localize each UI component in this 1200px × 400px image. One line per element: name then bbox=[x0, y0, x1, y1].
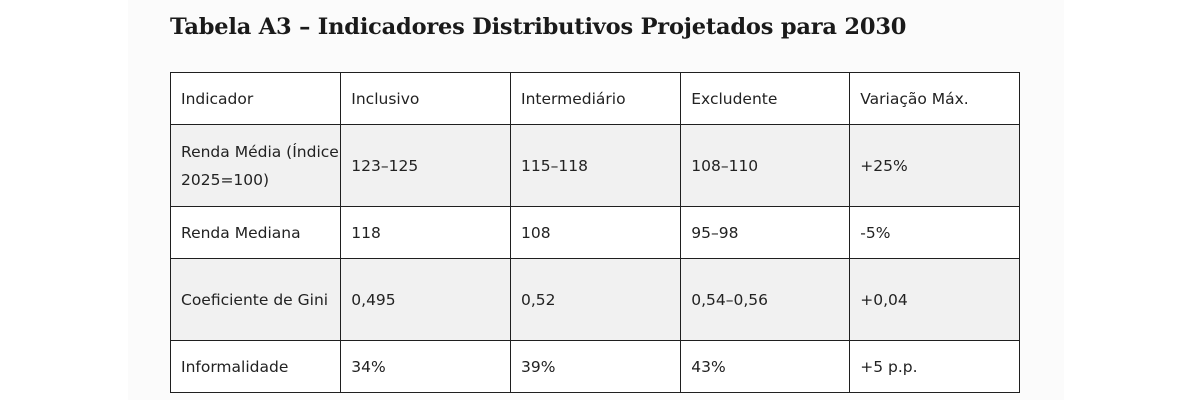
table-row: Renda Média (Índice 2025=100) 123–125 11… bbox=[169, 124, 1020, 207]
row-label-cell: Coeficiente de Gini bbox=[169, 258, 342, 341]
header-cell: Variação Máx. bbox=[849, 72, 1020, 125]
table-cell: 123–125 bbox=[340, 124, 512, 207]
table-cell: +5 p.p. bbox=[849, 340, 1020, 393]
header-cell: Indicador bbox=[169, 72, 342, 125]
indicators-table: Indicador Inclusivo Intermediário Exclud… bbox=[169, 72, 1020, 393]
header-cell: Excludente bbox=[680, 72, 851, 125]
row-label-cell: Renda Média (Índice 2025=100) bbox=[169, 124, 342, 207]
row-label-cell: Informalidade bbox=[169, 340, 342, 393]
table-cell: 43% bbox=[680, 340, 851, 393]
table-header-row: Indicador Inclusivo Intermediário Exclud… bbox=[169, 72, 1020, 125]
table-cell: 95–98 bbox=[680, 206, 851, 259]
table-cell: 0,495 bbox=[340, 258, 512, 341]
table-row: Renda Mediana 118 108 95–98 -5% bbox=[169, 206, 1020, 259]
table-cell: -5% bbox=[849, 206, 1020, 259]
table-cell: 34% bbox=[340, 340, 512, 393]
table-cell: 0,52 bbox=[510, 258, 682, 341]
table-cell: 0,54–0,56 bbox=[680, 258, 851, 341]
table-cell: 108–110 bbox=[680, 124, 851, 207]
header-cell: Intermediário bbox=[510, 72, 682, 125]
table-cell: +0,04 bbox=[849, 258, 1020, 341]
table-cell: 115–118 bbox=[510, 124, 682, 207]
table-cell: 39% bbox=[510, 340, 682, 393]
table-title: Tabela A3 – Indicadores Distributivos Pr… bbox=[170, 14, 907, 40]
table-cell: 108 bbox=[510, 206, 682, 259]
table-cell: 118 bbox=[340, 206, 512, 259]
table-cell: +25% bbox=[849, 124, 1020, 207]
table-row: Informalidade 34% 39% 43% +5 p.p. bbox=[169, 340, 1020, 393]
row-label-cell: Renda Mediana bbox=[169, 206, 342, 259]
header-cell: Inclusivo bbox=[340, 72, 512, 125]
table-row: Coeficiente de Gini 0,495 0,52 0,54–0,56… bbox=[169, 258, 1020, 341]
